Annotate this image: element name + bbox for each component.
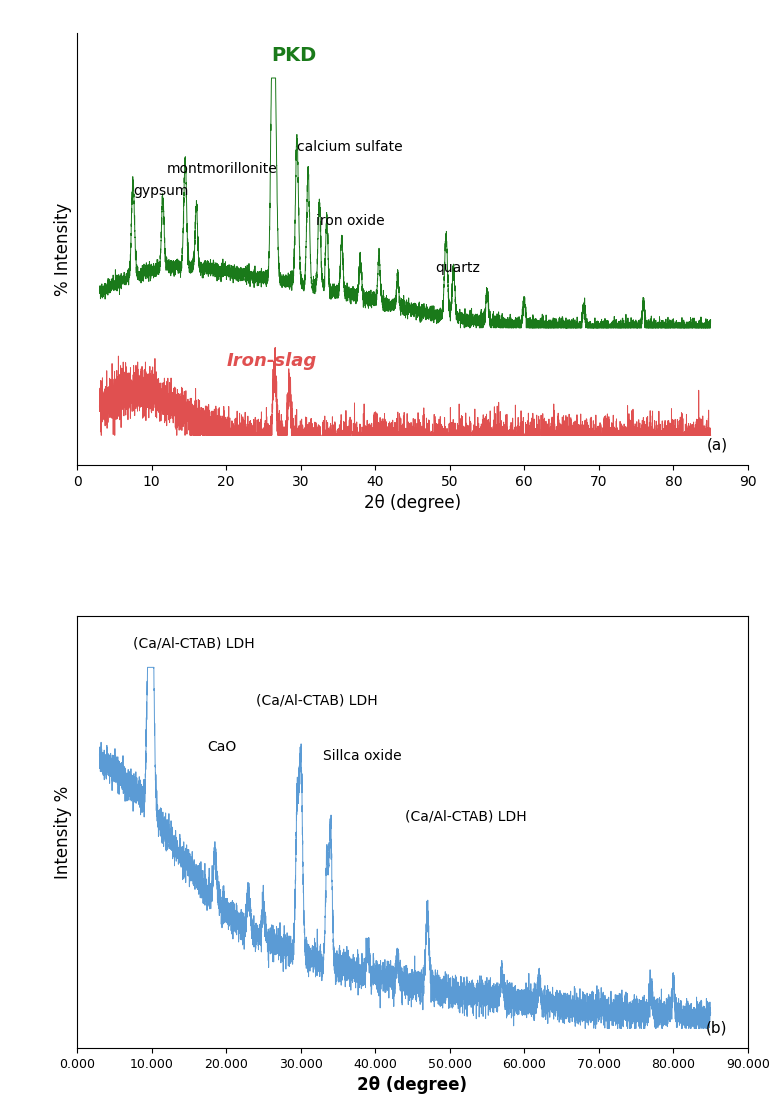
Text: Sillca oxide: Sillca oxide xyxy=(323,749,402,763)
Text: PKD: PKD xyxy=(271,47,316,66)
Y-axis label: % Intensity: % Intensity xyxy=(53,203,72,295)
Text: calcium sulfate: calcium sulfate xyxy=(297,140,402,154)
Text: (b): (b) xyxy=(706,1020,728,1035)
Text: gypsum: gypsum xyxy=(133,184,188,197)
X-axis label: 2θ (degree): 2θ (degree) xyxy=(364,494,461,513)
Text: (Ca/Al-CTAB) LDH: (Ca/Al-CTAB) LDH xyxy=(256,694,378,707)
Text: montmorillonite: montmorillonite xyxy=(167,162,278,176)
Text: (a): (a) xyxy=(707,437,728,453)
Text: (Ca/Al-CTAB) LDH: (Ca/Al-CTAB) LDH xyxy=(133,637,254,651)
Text: Iron-slag: Iron-slag xyxy=(226,352,316,370)
X-axis label: 2θ (degree): 2θ (degree) xyxy=(358,1076,467,1095)
Text: CaO: CaO xyxy=(207,740,237,755)
Y-axis label: Intensity %: Intensity % xyxy=(53,786,72,879)
Text: (Ca/Al-CTAB) LDH: (Ca/Al-CTAB) LDH xyxy=(405,809,527,824)
Text: quartz: quartz xyxy=(435,261,480,275)
Text: iron oxide: iron oxide xyxy=(315,214,384,227)
